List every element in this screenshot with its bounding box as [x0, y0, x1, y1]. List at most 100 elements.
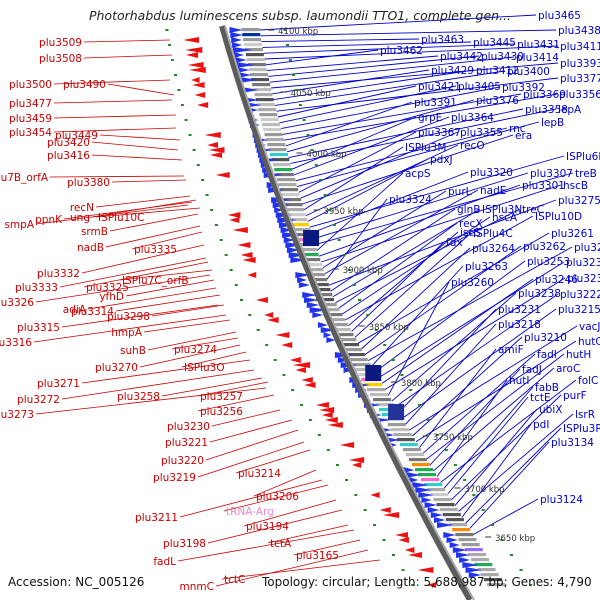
left-gene-label[interactable]: plu3194 — [246, 521, 289, 533]
right-gene-label[interactable]: iscS — [460, 227, 481, 239]
left-gene-label[interactable]: suhB — [120, 345, 146, 357]
right-gene-label[interactable]: ubiX — [539, 404, 562, 416]
right-gene-label[interactable]: tctE — [530, 392, 551, 404]
left-gene-label[interactable]: plu3449 — [55, 130, 98, 142]
right-gene-label[interactable]: plu3275 — [558, 195, 600, 207]
left-gene-label[interactable]: plu3477 — [9, 98, 52, 110]
right-gene-label[interactable]: plu3393 — [560, 58, 600, 70]
right-gene-label[interactable]: plu3356 — [559, 89, 600, 101]
right-gene-label[interactable]: plu3364 — [451, 112, 494, 124]
left-gene-label[interactable]: ung — [70, 212, 90, 224]
left-gene-label[interactable]: ISPlu10C — [98, 212, 144, 224]
left-gene-label[interactable]: plu3380 — [67, 177, 110, 189]
left-gene-label[interactable]: plu3509 — [39, 37, 82, 49]
right-gene-label[interactable]: plu3465 — [538, 10, 581, 22]
right-gene-label[interactable]: fadJ — [522, 364, 542, 376]
right-gene-label[interactable]: plu3462 — [380, 45, 423, 57]
left-gene-label[interactable]: hmpA — [111, 327, 143, 339]
right-gene-label[interactable]: plu3445 — [473, 37, 516, 49]
right-gene-label[interactable]: hscA — [492, 212, 518, 224]
right-gene-label[interactable]: plu3261 — [551, 228, 594, 240]
right-gene-label[interactable]: ISPlu6E — [566, 151, 600, 163]
right-gene-label[interactable]: plu3215 — [558, 304, 600, 316]
left-gene-label[interactable]: plu3335 — [134, 244, 177, 256]
left-gene-label[interactable]: plu3271 — [37, 378, 80, 390]
left-gene-label[interactable]: plu3298 — [107, 311, 150, 323]
left-gene-label[interactable]: plu3273 — [0, 409, 34, 421]
right-gene-label[interactable]: fabB — [535, 382, 559, 394]
left-gene-label[interactable]: plu3508 — [39, 53, 82, 65]
right-gene-label[interactable]: recO — [460, 140, 485, 152]
left-gene-label[interactable]: plu3219 — [153, 472, 196, 484]
right-gene-label[interactable]: purL — [448, 186, 472, 198]
right-gene-label[interactable]: purF — [563, 390, 587, 402]
left-gene-label[interactable]: plu3165 — [296, 550, 339, 562]
left-gene-label[interactable]: nadB — [77, 242, 104, 254]
right-gene-label[interactable]: treB — [575, 168, 597, 180]
left-gene-label[interactable]: plu3206 — [256, 491, 299, 503]
left-gene-label[interactable]: smpA — [4, 219, 34, 231]
right-gene-label[interactable]: lsrR — [575, 409, 595, 421]
right-gene-label[interactable]: plu3392 — [502, 82, 545, 94]
right-gene-label[interactable]: plu3263 — [465, 261, 508, 273]
left-gene-label[interactable]: srmB — [81, 226, 108, 238]
right-gene-label[interactable]: ISPlu4C — [473, 228, 513, 240]
right-gene-label[interactable]: vacJ — [579, 321, 600, 333]
right-gene-label[interactable]: plu3307 — [530, 168, 573, 180]
right-gene-label[interactable]: plu3239 — [566, 257, 600, 269]
left-gene-label[interactable]: plu3490 — [63, 79, 106, 91]
left-gene-label[interactable]: plu3314 — [71, 306, 114, 318]
right-gene-label[interactable]: plu3264 — [472, 243, 515, 255]
left-gene-label[interactable]: plu3500 — [9, 79, 52, 91]
left-gene-label[interactable]: plu3420 — [47, 137, 90, 149]
right-gene-label[interactable]: plu3124 — [540, 494, 583, 506]
right-gene-label[interactable]: plu3262 — [523, 241, 566, 253]
right-gene-label[interactable]: plu3134 — [551, 437, 594, 449]
left-gene-label[interactable]: ISPlu3O — [184, 362, 225, 374]
right-gene-label[interactable]: pdI — [533, 419, 549, 431]
right-gene-label[interactable]: plu3412 — [476, 65, 519, 77]
right-gene-label[interactable]: grpE — [418, 112, 442, 124]
right-gene-label[interactable]: plu3376 — [476, 95, 519, 107]
right-gene-label[interactable]: plu3405 — [458, 81, 501, 93]
right-gene-label[interactable]: plu3355 — [460, 127, 503, 139]
right-gene-label[interactable]: plu3218 — [498, 319, 541, 331]
right-gene-label[interactable]: plu3260 — [451, 277, 494, 289]
right-gene-label[interactable]: plu3369 — [523, 89, 566, 101]
right-gene-label[interactable]: plu3400 — [507, 66, 550, 78]
left-gene-label[interactable]: ppnK — [35, 214, 63, 226]
right-gene-label[interactable]: plu3367 — [418, 127, 461, 139]
right-gene-label[interactable]: plu3320 — [470, 167, 513, 179]
right-gene-label[interactable]: plu3421 — [418, 81, 461, 93]
right-gene-label[interactable]: hscB — [563, 180, 588, 192]
left-gene-label[interactable]: tctC — [224, 574, 245, 586]
left-gene-label[interactable]: fadL — [153, 556, 176, 568]
right-gene-label[interactable]: plu3301 — [522, 180, 565, 192]
right-gene-label[interactable]: recX — [459, 218, 483, 230]
left-gene-label[interactable]: plu3316 — [0, 337, 32, 349]
left-gene-label[interactable]: adiA — [63, 304, 87, 316]
left-gene-label[interactable]: plu3230 — [167, 421, 210, 433]
left-gene-label[interactable]: ISPlu7B_orfA — [0, 172, 49, 184]
right-gene-label[interactable]: hutI — [509, 375, 530, 387]
left-gene-label[interactable]: plu3270 — [95, 362, 138, 374]
left-gene-label[interactable]: plu3333 — [15, 282, 58, 294]
left-gene-label[interactable]: plu3198 — [163, 538, 206, 550]
right-gene-label[interactable]: hutC — [578, 336, 600, 348]
right-gene-label[interactable]: plu3358 — [525, 104, 568, 116]
left-gene-label[interactable]: plu3258 — [117, 391, 160, 403]
right-gene-label[interactable]: folC — [578, 375, 598, 387]
right-gene-label[interactable]: fadI — [537, 349, 557, 361]
right-gene-label[interactable]: plu3238 — [518, 288, 561, 300]
right-gene-label[interactable]: ISPlu3N — [482, 204, 522, 216]
right-gene-label[interactable]: plu3247 — [574, 242, 600, 254]
right-gene-label[interactable]: plu3463 — [421, 34, 464, 46]
right-gene-label[interactable]: plu3231 — [498, 304, 541, 316]
left-gene-label[interactable]: plu3274 — [174, 344, 217, 356]
left-gene-label[interactable]: ISPlu7C_orfB — [122, 275, 189, 287]
left-gene-label[interactable]: plu3211 — [135, 512, 178, 524]
right-gene-label[interactable]: plu3377 — [560, 73, 600, 85]
left-gene-label[interactable]: plu3220 — [161, 455, 204, 467]
right-gene-label[interactable]: plu3246 — [535, 274, 578, 286]
right-gene-label[interactable]: era — [515, 130, 532, 142]
